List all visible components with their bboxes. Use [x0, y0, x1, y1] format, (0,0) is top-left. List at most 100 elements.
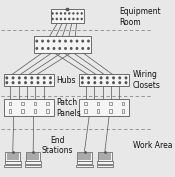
Bar [76, 165, 93, 167]
Bar [34, 36, 91, 53]
Circle shape [12, 82, 14, 84]
Circle shape [94, 82, 96, 84]
Bar [21, 102, 24, 105]
Circle shape [48, 40, 49, 42]
Circle shape [56, 18, 57, 19]
Circle shape [71, 40, 72, 42]
Circle shape [125, 77, 127, 79]
Circle shape [65, 48, 66, 49]
Circle shape [76, 48, 78, 49]
Circle shape [52, 18, 53, 19]
Bar [5, 165, 21, 167]
Circle shape [81, 13, 82, 14]
Circle shape [19, 77, 20, 79]
Circle shape [6, 77, 8, 79]
Circle shape [119, 77, 121, 79]
Text: Patch
Panels: Patch Panels [56, 98, 80, 118]
Bar [9, 109, 11, 113]
Bar [5, 161, 21, 164]
Circle shape [100, 82, 102, 84]
Bar [25, 165, 41, 167]
Circle shape [100, 77, 102, 79]
Circle shape [36, 40, 37, 42]
Circle shape [50, 82, 51, 84]
Circle shape [6, 82, 8, 84]
Text: Equipment
Room: Equipment Room [119, 7, 161, 27]
Bar [33, 102, 36, 105]
Circle shape [107, 77, 108, 79]
Circle shape [88, 40, 89, 42]
Circle shape [82, 48, 83, 49]
Text: Hubs: Hubs [56, 76, 75, 85]
Circle shape [73, 13, 74, 14]
Circle shape [107, 82, 108, 84]
Circle shape [119, 82, 121, 84]
Circle shape [52, 13, 53, 14]
Circle shape [113, 82, 114, 84]
Bar [84, 109, 87, 113]
Circle shape [31, 82, 33, 84]
Circle shape [71, 48, 72, 49]
Text: End
Stations: End Stations [42, 136, 73, 155]
Circle shape [69, 18, 70, 19]
Bar [121, 102, 124, 105]
Text: Work Area: Work Area [133, 141, 172, 150]
Bar [79, 99, 129, 116]
Bar [98, 152, 112, 161]
Bar [97, 102, 99, 105]
Circle shape [43, 82, 45, 84]
Bar [99, 153, 111, 160]
Circle shape [59, 40, 60, 42]
Bar [26, 152, 40, 161]
Bar [77, 152, 92, 161]
Bar [7, 153, 19, 160]
Bar [121, 109, 124, 113]
Circle shape [65, 40, 66, 42]
Circle shape [59, 48, 60, 49]
Circle shape [42, 40, 43, 42]
Bar [97, 165, 113, 167]
Bar [4, 75, 54, 86]
Bar [21, 109, 24, 113]
Circle shape [82, 40, 83, 42]
Bar [4, 99, 54, 116]
Text: Wiring
Closets: Wiring Closets [132, 70, 160, 90]
Circle shape [65, 18, 66, 19]
Bar [97, 109, 99, 113]
Circle shape [19, 82, 20, 84]
Circle shape [73, 18, 74, 19]
Circle shape [82, 82, 83, 84]
Circle shape [43, 77, 45, 79]
Circle shape [25, 82, 26, 84]
Bar [33, 109, 36, 113]
Bar [97, 161, 113, 164]
Circle shape [113, 77, 114, 79]
Circle shape [69, 13, 70, 14]
Circle shape [81, 18, 82, 19]
Bar [5, 152, 20, 161]
Bar [79, 75, 129, 86]
Circle shape [25, 77, 26, 79]
Circle shape [37, 77, 39, 79]
Circle shape [88, 82, 89, 84]
Bar [84, 102, 87, 105]
Bar [9, 102, 11, 105]
Circle shape [48, 48, 49, 49]
Bar [46, 102, 49, 105]
Bar [109, 109, 112, 113]
Bar [78, 153, 91, 160]
Circle shape [37, 82, 39, 84]
Circle shape [56, 13, 57, 14]
Circle shape [125, 82, 127, 84]
Circle shape [42, 48, 43, 49]
Bar [51, 10, 84, 23]
Circle shape [82, 77, 83, 79]
Circle shape [60, 18, 61, 19]
Circle shape [88, 48, 89, 49]
Bar [109, 102, 112, 105]
Circle shape [31, 77, 33, 79]
Circle shape [77, 18, 78, 19]
Circle shape [50, 77, 51, 79]
Circle shape [53, 40, 55, 42]
Bar [46, 109, 49, 113]
